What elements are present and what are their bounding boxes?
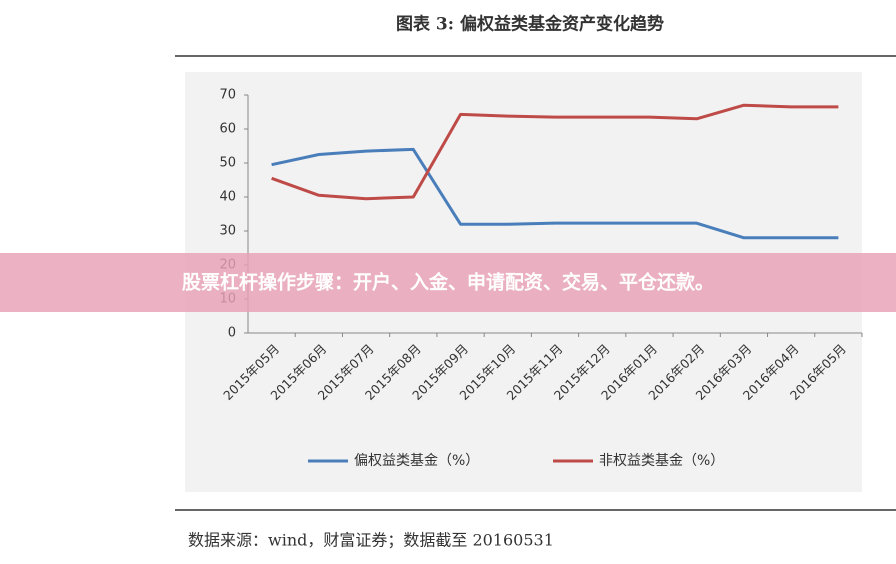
chart-title: 图表 3: 偏权益类基金资产变化趋势: [396, 14, 664, 35]
legend-label: 非权益类基金（%）: [599, 452, 724, 469]
banner-text: 股票杠杆操作步骤：开户、入金、申请配资、交易、平仓还款。: [182, 271, 714, 294]
source-note: 数据来源：wind，财富证券；数据截至 20160531: [188, 531, 554, 550]
series-line: [271, 147, 839, 240]
y-tick-label: 40: [219, 190, 236, 205]
legend-label: 偏权益类基金（%）: [354, 452, 479, 469]
y-tick-label: 0: [228, 326, 236, 341]
banner: [0, 253, 896, 312]
y-tick-label: 50: [219, 156, 236, 171]
series-line: [271, 103, 839, 201]
y-tick-label: 30: [219, 224, 236, 239]
y-tick-label: 70: [219, 88, 236, 103]
y-tick-label: 60: [219, 122, 236, 137]
